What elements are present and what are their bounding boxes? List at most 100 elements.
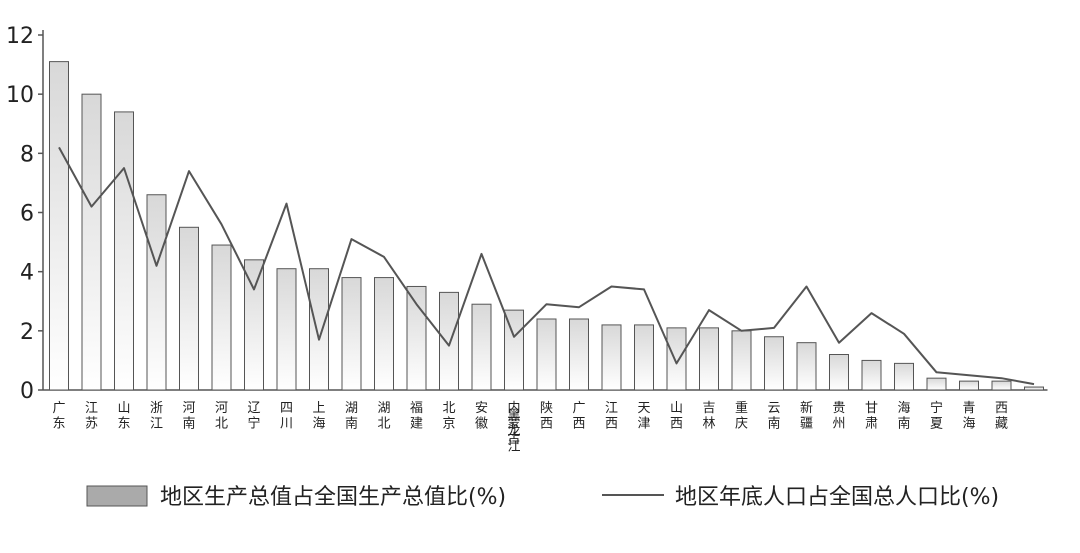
x-tick-label: 安徽 — [475, 401, 488, 432]
x-tick-char: 四 — [280, 401, 293, 416]
bar — [49, 61, 69, 391]
x-tick-label: 新疆 — [800, 400, 813, 432]
x-tick-label: 内蒙古 — [507, 400, 520, 447]
x-tick-char: 山 — [670, 401, 683, 416]
x-tick-char: 西 — [995, 401, 1008, 416]
x-tick-char: 津 — [637, 417, 650, 432]
bar — [114, 111, 134, 391]
bar — [536, 318, 557, 391]
x-tick-char: 林 — [702, 417, 715, 432]
x-tick-char: 肃 — [865, 417, 878, 432]
x-tick-char: 北 — [442, 401, 455, 416]
legend: 地区生产总值占全国生产总值比(%) 地区年底人口占全国总人口比(%) — [86, 485, 999, 510]
bar — [991, 380, 1012, 391]
x-tick-label: 海南 — [897, 401, 910, 432]
x-tick-label: 重庆 — [735, 400, 748, 432]
x-tick-char: 湖 — [377, 401, 390, 416]
bar — [959, 380, 979, 391]
bar — [666, 327, 687, 391]
x-tick-char: 上 — [312, 401, 325, 416]
x-tick-label: 江苏 — [85, 401, 98, 432]
bar — [504, 309, 524, 391]
legend-line-label: 地区年底人口占全国总人口比(%) — [675, 485, 999, 510]
x-tick-char: 浙 — [150, 401, 163, 416]
x-tick-char: 海 — [962, 417, 975, 432]
x-tick-char: 东 — [52, 417, 65, 432]
x-tick-char: 西 — [572, 417, 585, 432]
bar — [439, 291, 459, 391]
bar — [861, 359, 882, 391]
x-tick-char: 辽 — [247, 401, 260, 416]
bar — [244, 259, 264, 391]
x-tick-char: 南 — [182, 416, 195, 432]
x-tick-char: 新 — [800, 400, 813, 416]
x-tick-label: 云南 — [767, 401, 780, 432]
x-tick-char: 内 — [507, 400, 520, 416]
x-tick-char: 天 — [637, 401, 650, 416]
x-tick-label: 青海 — [962, 401, 975, 432]
x-tick-char: 吉 — [702, 401, 715, 416]
x-tick-label: 上海 — [312, 401, 325, 432]
x-tick-label: 湖北 — [377, 401, 390, 432]
x-tick-char: 黑 — [507, 409, 520, 424]
x-tick-label: 江西 — [605, 401, 618, 432]
x-tick-label: 山西 — [670, 401, 683, 432]
x-tick-label: 河南 — [182, 401, 195, 432]
bar — [341, 277, 362, 391]
legend-bar-label: 地区生产总值占全国生产总值比(%) — [160, 485, 506, 510]
x-tick-label: 辽宁 — [247, 401, 260, 432]
x-tick-char: 江 — [605, 401, 618, 416]
x-tick-char: 甘 — [865, 401, 878, 416]
bar — [796, 342, 817, 391]
bar — [374, 277, 394, 391]
x-tick-char: 重 — [735, 400, 748, 416]
x-tick-char: 苏 — [85, 416, 98, 432]
x-tick-char: 广 — [572, 401, 585, 416]
x-tick-char: 蒙 — [507, 417, 520, 432]
x-tick-label: 北京 — [442, 401, 455, 432]
x-tick-char: 宁 — [247, 416, 260, 432]
y-tick-label: 0 — [20, 379, 34, 404]
x-tick-char: 东 — [117, 417, 130, 432]
x-tick-char: 州 — [832, 417, 845, 432]
x-tick-label: 吉林 — [702, 401, 715, 432]
x-tick-char: 徽 — [475, 417, 488, 432]
bar — [601, 324, 622, 391]
x-tick-label: 宁夏 — [930, 400, 943, 432]
x-tick-char: 南 — [897, 416, 910, 432]
x-tick-label: 西藏 — [995, 401, 1008, 432]
x-tick-label: 河北 — [215, 401, 228, 432]
x-tick-char: 庆 — [735, 417, 748, 432]
bar — [699, 327, 719, 391]
bar — [764, 336, 784, 391]
bar — [179, 226, 199, 391]
bar — [829, 354, 849, 391]
x-tick-label: 黑龙江 — [507, 409, 520, 455]
x-tick-char: 京 — [442, 417, 455, 432]
bar — [731, 330, 752, 391]
y-tick-label: 10 — [6, 83, 34, 108]
x-tick-char: 西 — [540, 417, 553, 432]
x-tick-label: 天津 — [637, 401, 650, 432]
bar — [406, 285, 427, 391]
y-tick-label: 8 — [20, 142, 34, 167]
x-tick-char: 宁 — [930, 400, 943, 416]
bar — [569, 318, 589, 391]
x-tick-char: 南 — [345, 416, 358, 432]
x-tick-char: 西 — [670, 417, 683, 432]
x-tick-char: 河 — [215, 401, 228, 416]
x-tick-char: 贵 — [832, 401, 845, 416]
bar — [634, 324, 654, 391]
bar — [471, 303, 492, 391]
legend-bar-swatch — [86, 485, 148, 507]
y-tick-label: 2 — [20, 320, 34, 345]
bar — [146, 194, 167, 391]
x-tick-char: 北 — [215, 417, 228, 432]
x-tick-char: 湖 — [345, 401, 358, 416]
y-tick-label: 6 — [20, 202, 34, 227]
bar — [926, 377, 947, 391]
x-tick-char: 建 — [410, 417, 423, 432]
x-tick-char: 山 — [117, 401, 130, 416]
